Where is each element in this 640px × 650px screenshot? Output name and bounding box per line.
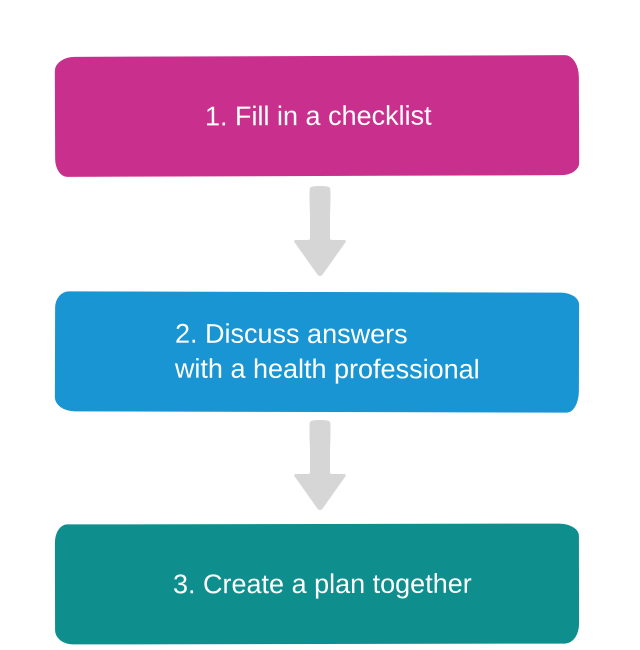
process-flowchart: 1. Fill in a checklist 2. Discuss answer… [0, 0, 640, 650]
step-1-label: 1. Fill in a checklist [55, 98, 579, 134]
step-box-3: 3. Create a plan together [55, 524, 579, 645]
arrow-down-icon [290, 186, 350, 278]
step-2-label: 2. Discuss answerswith a health professi… [55, 317, 579, 387]
arrow-down-icon [290, 420, 350, 512]
step-box-1: 1. Fill in a checklist [55, 55, 579, 177]
step-3-label: 3. Create a plan together [55, 566, 579, 601]
step-box-2: 2. Discuss answerswith a health professi… [55, 291, 579, 412]
